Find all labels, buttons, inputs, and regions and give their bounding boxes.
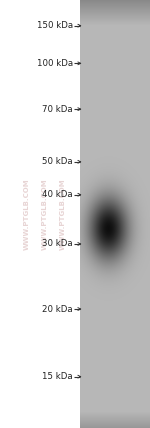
Text: 20 kDa: 20 kDa [42,304,73,314]
Text: 100 kDa: 100 kDa [37,59,73,68]
Text: 30 kDa: 30 kDa [42,239,73,249]
Text: WWW.PTGLB.COM: WWW.PTGLB.COM [60,178,66,250]
Text: 150 kDa: 150 kDa [37,21,73,30]
Text: 50 kDa: 50 kDa [42,157,73,166]
Text: WWW.PTGLB.COM: WWW.PTGLB.COM [24,178,30,250]
Text: 70 kDa: 70 kDa [42,104,73,114]
Text: WWW.PTGLB.COM: WWW.PTGLB.COM [42,178,48,250]
Text: 15 kDa: 15 kDa [42,372,73,381]
Text: 40 kDa: 40 kDa [42,190,73,199]
